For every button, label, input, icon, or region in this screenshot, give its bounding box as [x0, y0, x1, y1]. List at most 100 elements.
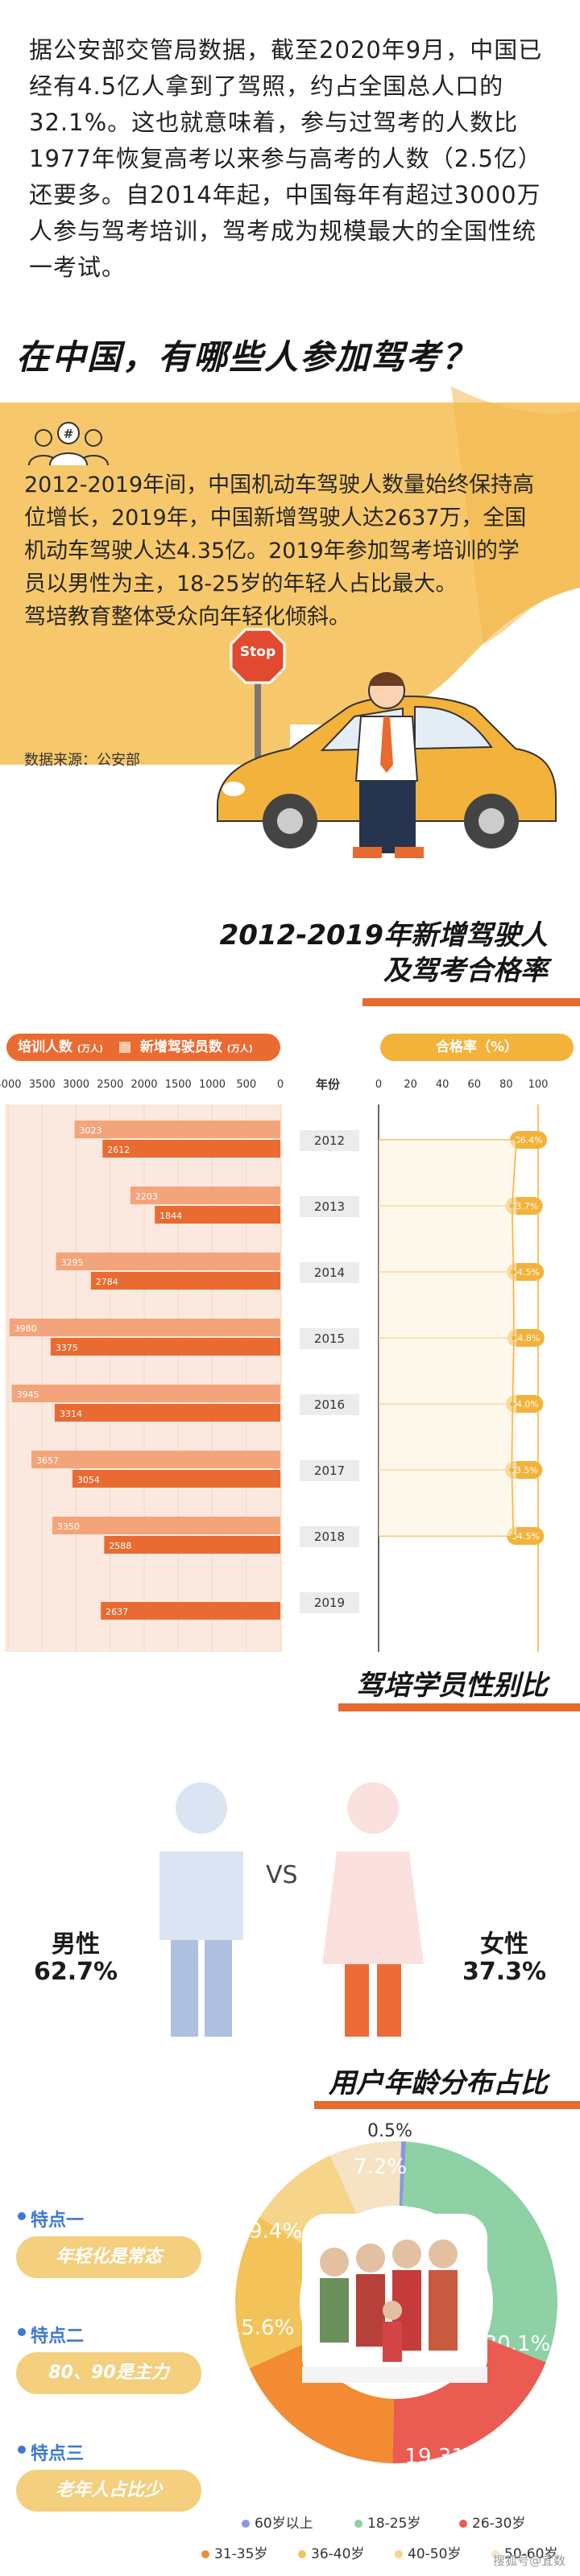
pass-rate-point [509, 1203, 515, 1208]
feature-pill: 老年人占比少 [16, 2470, 201, 2512]
train-bar-label: 3350 [57, 1521, 80, 1532]
feature-bullet-icon [18, 2328, 26, 2336]
train-bar-label: 3023 [80, 1125, 102, 1136]
pass-rate-label: 84.5% [512, 1267, 540, 1278]
legend-train: 培训人数 [18, 1039, 72, 1055]
year-label: 2013 [314, 1199, 345, 1214]
year-box [300, 1460, 359, 1481]
new-driver-bar-label: 2588 [109, 1541, 131, 1551]
age-slice [235, 2217, 315, 2368]
right-tick-label: 40 [435, 1079, 450, 1091]
age-slice-label: 7.2% [354, 2155, 407, 2179]
train-bar [9, 1319, 280, 1336]
left-tick-label: 3000 [62, 1079, 90, 1091]
hash-icon: # [63, 427, 74, 441]
pass-rate-point [511, 1269, 516, 1274]
new-driver-bar [101, 1602, 281, 1620]
pass-rate-point [509, 1468, 515, 1472]
age-slice [249, 2342, 395, 2463]
new-driver-bar [72, 1470, 280, 1488]
age-legend-item: 50-60岁 [491, 2542, 557, 2562]
feature-bullet-icon [18, 2212, 26, 2220]
feature-title: 特点二 [31, 2326, 85, 2347]
year-box [300, 1196, 359, 1217]
axis-tick-row: 4000 3500 3000 2500 2000 1500 1000 500 0 年份 0 20 4… [0, 1075, 580, 1100]
people-group-icon [28, 422, 109, 466]
year-label: 2019 [314, 1596, 345, 1610]
left-tick-label: 500 [236, 1079, 257, 1091]
age-legend-swatch [242, 2520, 250, 2528]
pass-rate-label: 84.0% [511, 1399, 539, 1410]
age-legend-swatch [354, 2520, 362, 2528]
stop-sign-icon [230, 628, 286, 821]
pass-rate-label: 83.7% [510, 1201, 538, 1212]
pass-rate-point [511, 1335, 516, 1340]
age-legend-label: 60岁以上 [255, 2516, 313, 2532]
year-box [300, 1526, 359, 1547]
section-paragraph-tail: 驾培教育整体受众向年轻化倾斜。 [24, 605, 350, 630]
section-paragraph-main: 2012-2019年间，中国机动车驾驶人数量始终保持高位增长，2019年，中国新… [24, 473, 535, 597]
new-driver-bar-label: 3054 [77, 1475, 100, 1485]
feature-title: 特点一 [31, 2211, 85, 2231]
chart-title-underline [362, 998, 580, 1006]
data-source: 数据来源：公安部 [24, 752, 140, 769]
year-box [300, 1262, 359, 1283]
age-slice-label: 19.31% [404, 2445, 484, 2469]
new-driver-bar-label: 1844 [160, 1211, 182, 1221]
train-bar-label: 2203 [135, 1191, 158, 1202]
legend-swatch-new [118, 1042, 130, 1053]
pass-rate-label: 86.4% [515, 1135, 543, 1146]
feature-pill: 80、90是主力 [16, 2352, 201, 2394]
stop-sign-label: Stop [239, 644, 276, 660]
feature-pill: 年轻化是常态 [16, 2236, 201, 2278]
legend-right: 合格率（%） [380, 1034, 574, 1061]
age-legend-item: 18-25岁 [354, 2512, 420, 2532]
age-slice [399, 2141, 407, 2207]
age-title: 用户年龄分布占比 [329, 2067, 548, 2099]
section-paragraph: 2012-2019年间，中国机动车驾驶人数量始终保持高位增长，2019年，中国新… [24, 469, 540, 634]
gender-title-underline [338, 1703, 580, 1711]
male-label: 男性 [52, 1930, 100, 1959]
legend-new: 新增驾驶员数 [139, 1039, 222, 1055]
car-man-illustration [217, 672, 557, 858]
new-driver-bar [104, 1536, 280, 1554]
age-legend-swatch [459, 2520, 467, 2528]
vs-label: VS [266, 1861, 298, 1889]
new-driver-bar [90, 1272, 280, 1290]
age-slice-label: 17.9% [242, 2445, 309, 2469]
train-bar-label: 3657 [36, 1455, 59, 1466]
age-legend-label: 36-40岁 [311, 2546, 365, 2562]
age-legend-label: 31-35岁 [214, 2546, 268, 2562]
left-tick-label: 3500 [28, 1079, 56, 1091]
train-bar-label: 3295 [61, 1257, 84, 1268]
year-label: 2018 [314, 1530, 345, 1544]
legend-left: 培训人数 (万人) 新增驾驶员数 (万人) [6, 1034, 280, 1061]
age-legend-swatch [491, 2550, 499, 2558]
age-legend-item: 36-40岁 [298, 2542, 364, 2562]
new-driver-bar [155, 1206, 280, 1224]
female-figure-icon [322, 1782, 424, 2037]
left-tick-label: 4000 [0, 1079, 22, 1091]
age-slice-label: 15.6% [228, 2316, 295, 2340]
right-tick-label: 20 [404, 1079, 417, 1091]
age-slice-label: 0.5% [367, 2121, 412, 2141]
new-driver-bar-label: 3375 [56, 1343, 78, 1353]
section-title-who: 在中国，有哪些人参加驾考？ [16, 337, 478, 377]
gender-title: 驾培学员性别比 [356, 1670, 548, 1702]
family-photo [302, 2214, 487, 2383]
year-box [300, 1592, 359, 1613]
year-label: 2014 [314, 1265, 345, 1280]
year-box [300, 1394, 359, 1415]
new-driver-bar [54, 1404, 280, 1422]
age-legend-swatch [298, 2550, 306, 2558]
new-driver-bar-label: 2612 [107, 1145, 130, 1155]
age-legend-item: 60岁以上 [242, 2512, 313, 2532]
age-legend-item: 26-30岁 [459, 2512, 525, 2532]
male-figure-icon [160, 1782, 243, 2037]
left-tick-label: 1500 [164, 1079, 192, 1091]
age-legend-swatch [395, 2550, 403, 2558]
pass-rate-badge [510, 1131, 548, 1149]
yellow-wave-background [0, 386, 580, 765]
year-box [300, 1328, 359, 1349]
year-box [300, 1130, 359, 1151]
